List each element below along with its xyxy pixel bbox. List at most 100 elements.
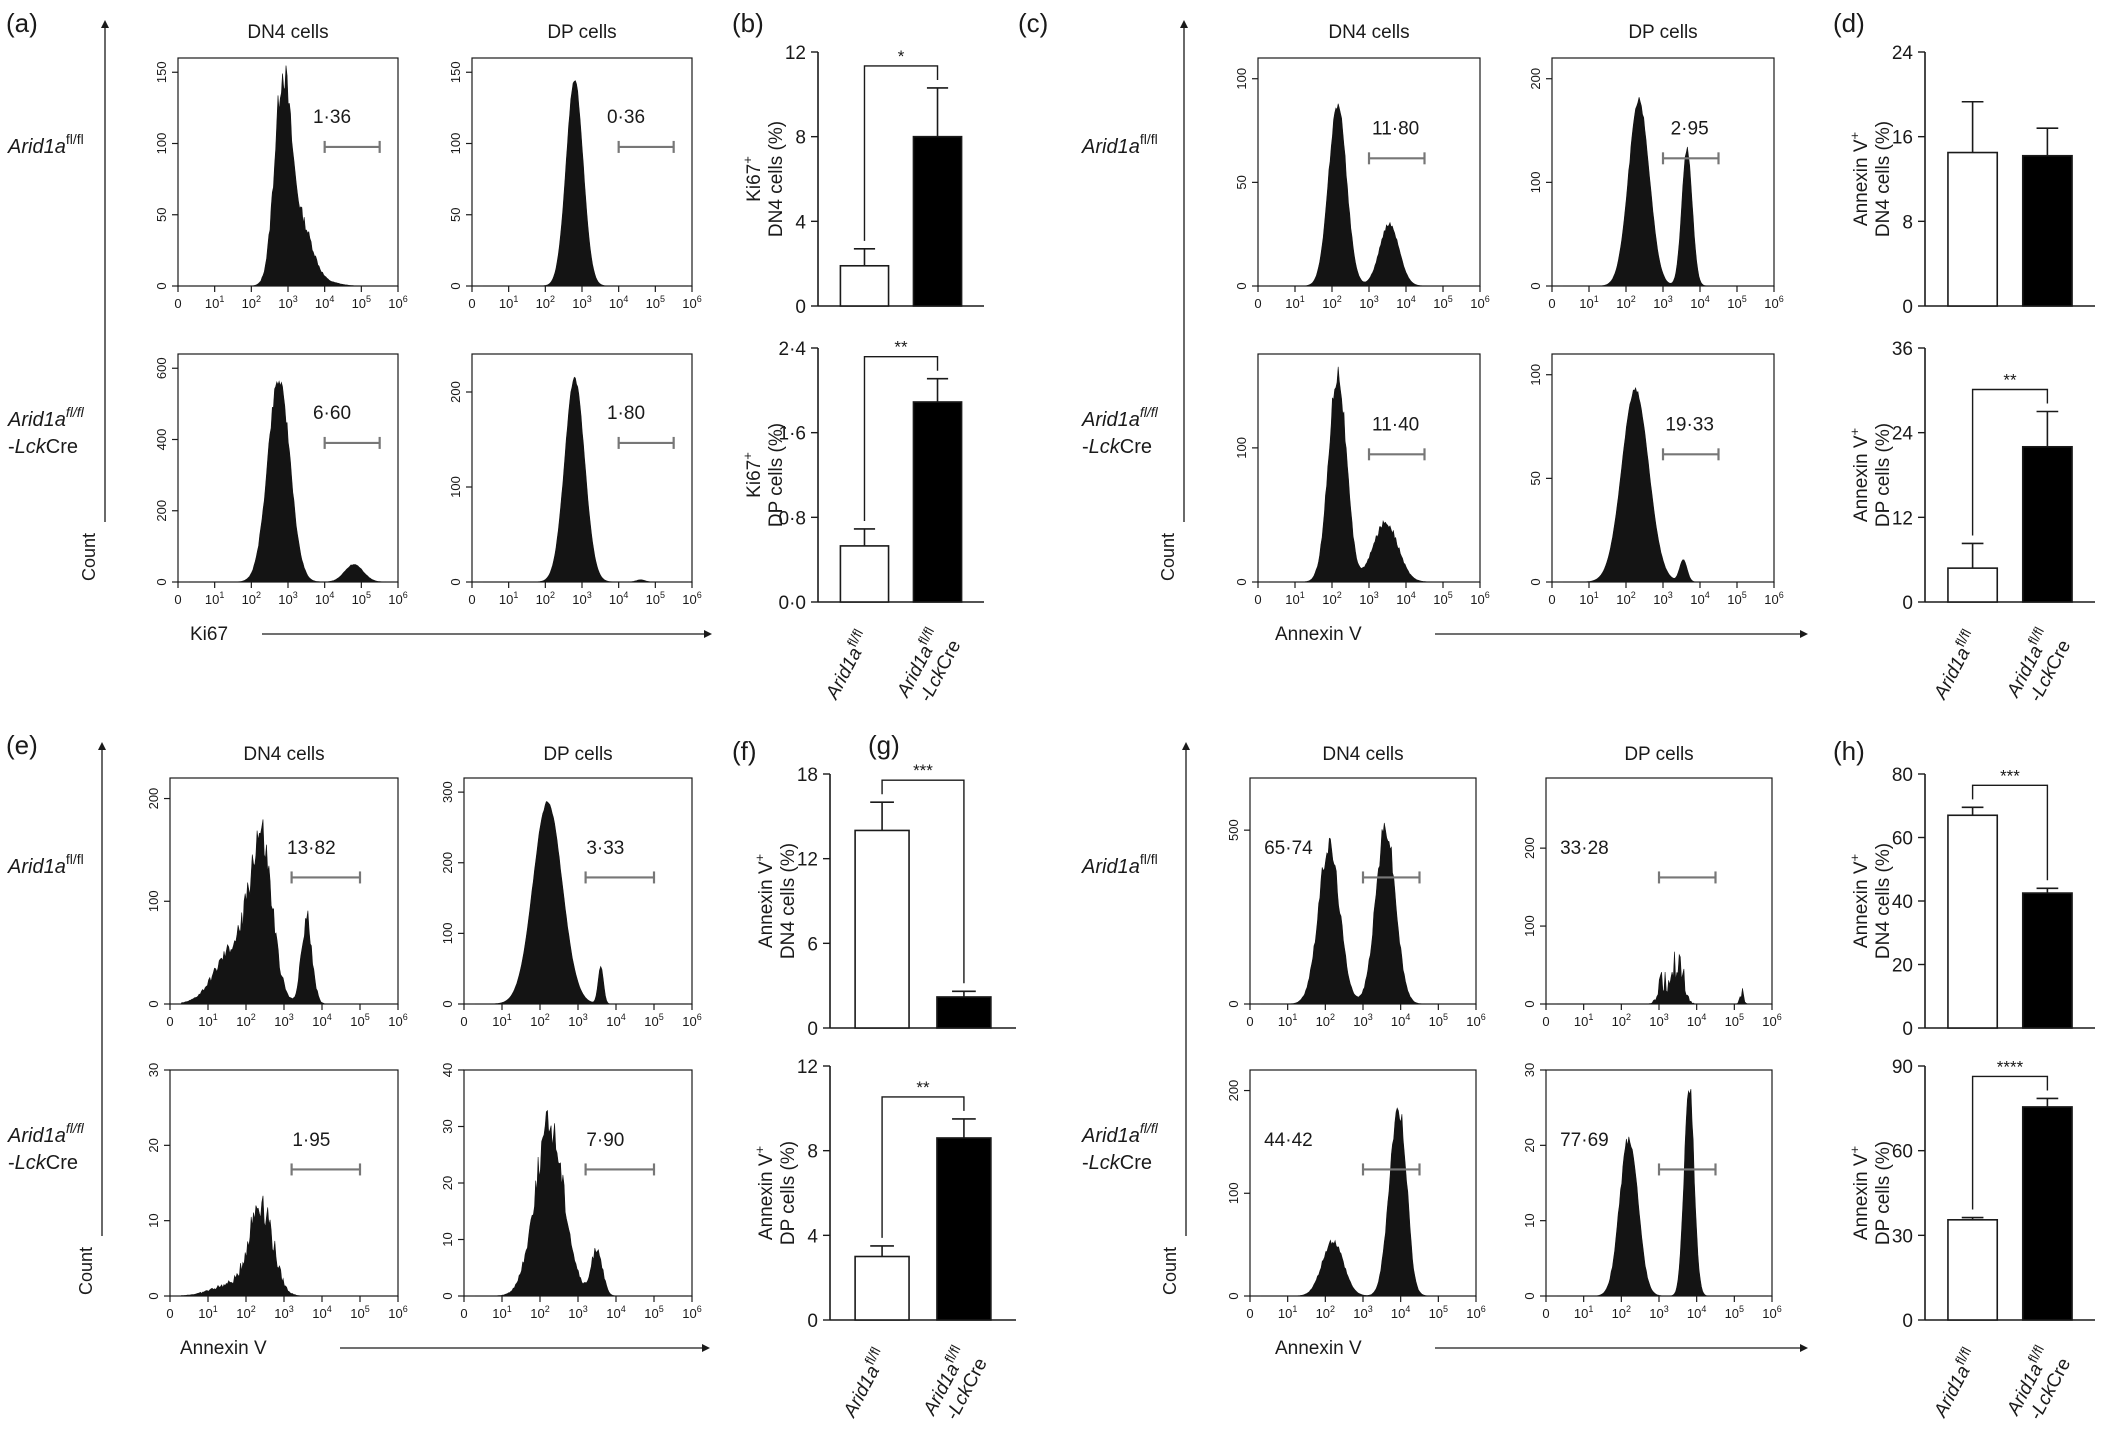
gate-marker	[323, 436, 381, 449]
x-tick-exponent: 5	[660, 590, 665, 600]
y-tick-label: 100	[448, 476, 463, 498]
x-tick-base: 0	[1246, 1014, 1253, 1029]
x-tick-exponent: 5	[1739, 1012, 1744, 1022]
x-tick-label: 106	[388, 590, 407, 607]
y-tick-label: 12	[797, 850, 818, 871]
x-tick-base: 10	[350, 1306, 364, 1321]
genotype-superscript: fl/fl	[1140, 131, 1158, 147]
y-label-line2: DP cells (%)	[778, 1141, 799, 1245]
histogram-curve	[1261, 822, 1473, 1005]
plot-frame	[1257, 353, 1481, 583]
panel-label: (h)	[1833, 736, 1865, 766]
significance-bracket: ***	[881, 761, 965, 984]
cre-driver: Lck	[1089, 436, 1121, 458]
y-tick-label: 10	[440, 1232, 455, 1246]
x-tick-label: 102	[536, 590, 555, 607]
x-tick-exponent: 6	[403, 590, 408, 600]
genotype-name: Arid1a	[7, 136, 66, 158]
y-tick-label: 30	[1522, 1063, 1537, 1077]
x-tick-exponent: 1	[1594, 294, 1599, 304]
x-tick-base: 10	[1466, 1014, 1480, 1029]
x-tick-exponent: 3	[1374, 294, 1379, 304]
x-tick-exponent: 5	[659, 1304, 664, 1314]
x-tick-label: 105	[1433, 590, 1452, 607]
bar-wildtype	[1947, 814, 1999, 1029]
x-tick-base: 10	[352, 296, 366, 311]
x-tick-base: 10	[499, 296, 513, 311]
x-tick-label: 101	[1285, 294, 1304, 311]
y-tick-label: 0	[448, 282, 463, 289]
bar-plot: 0 6 12 18 *** Annexin V+ DN4 cells (%)	[752, 761, 1016, 1040]
histogram-curve	[1563, 386, 1771, 583]
x-tick-exponent: 5	[1742, 590, 1747, 600]
x-tick-label: 104	[1391, 1304, 1410, 1321]
genotype-name: Arid1a	[1930, 1362, 1975, 1421]
x-tick-base: 10	[1433, 296, 1447, 311]
x-tick-label: 101	[205, 294, 224, 311]
x-tick-label: 106	[388, 1304, 407, 1321]
x-tick-exponent: 3	[583, 1304, 588, 1314]
genotype-superscript: fl/fl	[1952, 626, 1975, 649]
bracket-line	[1971, 784, 2049, 881]
x-tick-label: 102	[1316, 1012, 1335, 1029]
y-tick-label: 50	[1234, 175, 1249, 189]
genotype-superscript: fl/fl	[66, 404, 85, 420]
x-tick-exponent: 2	[550, 590, 555, 600]
x-tick-label: 103	[1649, 1012, 1668, 1029]
x-tick-base: 10	[530, 1306, 544, 1321]
x-tick-label: 101	[499, 590, 518, 607]
x-tick-base: 10	[1470, 296, 1484, 311]
x-tick-base: 0	[174, 296, 181, 311]
gate-marker	[1657, 1163, 1717, 1176]
x-tick-label: 0	[174, 592, 181, 607]
x-tick-label: 104	[315, 294, 334, 311]
y-tick-label: 100	[1528, 364, 1543, 386]
x-tick-base: 10	[1353, 1306, 1367, 1321]
y-tick-label: 200	[154, 500, 169, 522]
x-tick-label: 105	[352, 590, 371, 607]
x-tick-label: 105	[350, 1304, 369, 1321]
x-tick-exponent: 2	[251, 1304, 256, 1314]
x-tick-exponent: 4	[327, 1304, 332, 1314]
x-tick-base: 10	[1470, 592, 1484, 607]
x-tick-exponent: 2	[545, 1012, 550, 1022]
y-tick-label: 30	[1892, 1226, 1913, 1247]
histogram-curve	[483, 376, 689, 583]
x-tick-exponent: 2	[251, 1012, 256, 1022]
y-axis-label: Annexin V+ DN4 cells (%)	[1847, 121, 1894, 237]
x-tick-label: 103	[1359, 590, 1378, 607]
x-tick-exponent: 2	[1631, 294, 1636, 304]
x-tick-exponent: 6	[1485, 590, 1490, 600]
x-tick-base: 0	[468, 296, 475, 311]
x-tick-base: 10	[1574, 1306, 1588, 1321]
x-tick-exponent: 4	[327, 1012, 332, 1022]
genotype-superscript: fl/fl	[2024, 624, 2047, 647]
y-axis-label: Annexin V+ DN4 cells (%)	[752, 843, 799, 959]
x-tick-label: 103	[1353, 1012, 1372, 1029]
y-tick-label: 100	[1528, 172, 1543, 194]
x-tick-label: 101	[1278, 1012, 1297, 1029]
genotype-name: Arid1a	[1081, 1125, 1140, 1147]
x-tick-label: 106	[1764, 294, 1783, 311]
x-tick-label: 102	[530, 1012, 549, 1029]
x-tick-base: 10	[1649, 1306, 1663, 1321]
x-tick-exponent: 5	[365, 1012, 370, 1022]
x-tick-label: 104	[1391, 1012, 1410, 1029]
y-tick-label: 8	[795, 128, 806, 149]
y-tick-label: 60	[1892, 829, 1913, 850]
x-tick-label: 104	[1396, 294, 1415, 311]
column-title-dn4: DN4 cells	[1322, 744, 1403, 765]
x-tick-exponent: 2	[550, 294, 555, 304]
y-tick-label: 30	[440, 1119, 455, 1133]
y-tick-label: 400	[154, 429, 169, 451]
x-tick-exponent: 4	[1411, 294, 1416, 304]
y-tick-label: 30	[146, 1063, 161, 1077]
significance-bracket: **	[863, 338, 939, 521]
y-tick-label: 10	[1522, 1213, 1537, 1227]
y-label-line1: Annexin V	[1851, 139, 1872, 226]
